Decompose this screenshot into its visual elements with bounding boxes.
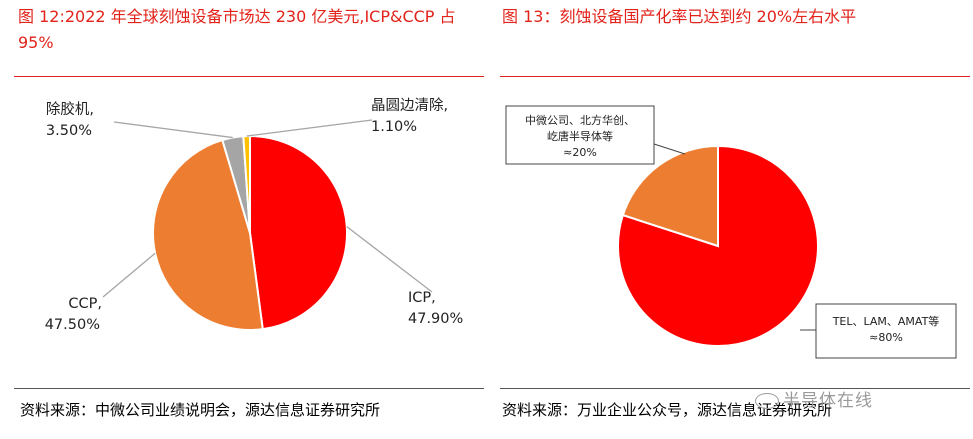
slice-label-name-3: 除胶机,: [46, 101, 94, 118]
right-figure-title: 图 13：刻蚀设备国产化率已达到约 20%左右水平: [502, 7, 857, 26]
callout-pointer-2: [653, 143, 686, 155]
right-title-rule: [500, 76, 970, 77]
callout-2: 中微公司、北方华创、屹唐半导体等 ≈20%: [505, 105, 686, 165]
left-source-rule: [14, 388, 484, 389]
slice-label-value-1: 47.90%: [408, 311, 463, 327]
callout-box-1: [815, 303, 957, 359]
slice-label-name-1: ICP,: [408, 290, 436, 306]
left-pie-chart: ICP, 47.90% CCP, 47.50% 除胶机, 3.50% 晶圆边清除, 1.10%: [45, 97, 464, 333]
slice-label-name-2: CCP,: [68, 296, 102, 312]
callout-text-2-3: ≈20%: [563, 146, 597, 159]
left-figure-panel: 图 12:2022 年全球刻蚀设备市场达 230 亿美元,ICP&CCP 占 9…: [14, 7, 484, 419]
slice-label-value-4: 1.10%: [371, 119, 417, 135]
slice-label-value-3: 3.50%: [46, 123, 92, 139]
callout-text-2-1: 中微公司、北方华创、: [525, 113, 635, 127]
left-figure-title: 图 12:2022 年全球刻蚀设备市场达 230 亿美元,ICP&CCP 占 9…: [18, 7, 456, 52]
leader-line-1: [346, 226, 433, 293]
callout-text-2-2: 屹唐半导体等: [547, 129, 613, 143]
leader-line-3: [113, 121, 233, 139]
left-source-note: 资料来源：中微公司业绩说明会，源达信息证券研究所: [20, 401, 381, 419]
right-pie-chart: TEL、LAM、AMAT等 ≈80% 中微公司、北方华创、屹唐半导体等 ≈20%: [505, 105, 957, 359]
right-figure-panel: 图 13：刻蚀设备国产化率已达到约 20%左右水平 TEL、LAM、AMAT等 ≈…: [500, 0, 973, 439]
leader-line-4: [246, 119, 373, 137]
pie-slice-2: [621, 144, 719, 248]
slice-label-name-4: 晶圆边清除,: [371, 97, 448, 114]
watermark-text: 半导体在线: [783, 391, 873, 411]
watermark: 半导体在线: [755, 386, 873, 411]
wechat-icon: [755, 393, 779, 409]
callout-text-1-1: TEL、LAM、AMAT等: [832, 314, 940, 328]
right-source-note: 资料来源：万业企业公众号，源达信息证券研究所: [502, 401, 833, 419]
leader-line-2: [102, 252, 156, 298]
right-source-rule: [500, 388, 970, 389]
left-title-rule: [14, 76, 484, 77]
pie-slice-1: [249, 134, 348, 331]
callout-box-2: [505, 105, 655, 165]
callout-text-1-2: ≈80%: [869, 331, 903, 344]
slice-label-value-2: 47.50%: [45, 317, 100, 333]
callout-1: TEL、LAM、AMAT等 ≈80%: [800, 303, 957, 359]
